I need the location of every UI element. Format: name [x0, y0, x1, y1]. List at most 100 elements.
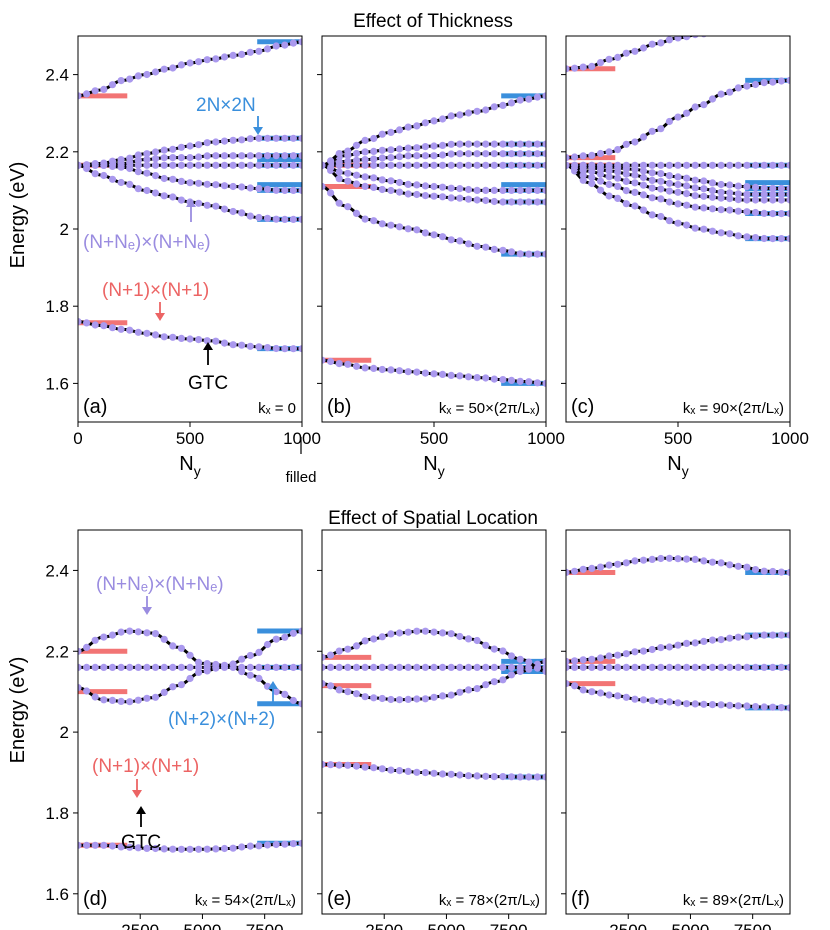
series-point-c-L5: [717, 180, 725, 189]
series-point-a-L7: [169, 64, 177, 72]
series-point-f-L3: [777, 631, 786, 639]
series-point-a-L6: [246, 135, 254, 143]
panel-label-a: (a): [83, 396, 107, 418]
series-point-e-L1: [516, 773, 524, 781]
series-point-c-L8: [769, 23, 776, 30]
series-point-b-L5: [533, 161, 542, 169]
series-point-f-L3: [726, 634, 734, 642]
series-point-d-L4: [143, 629, 151, 637]
series-point-c-L5: [726, 181, 734, 189]
series-point-f-L1: [734, 702, 742, 710]
series-point-a-L1: [169, 333, 177, 341]
series-point-d-L4: [229, 660, 237, 668]
series-point-d-L2: [298, 700, 302, 708]
series-point-c-L2: [648, 194, 656, 202]
series-point-e-L2: [473, 685, 481, 693]
series-point-b-L2: [439, 233, 447, 241]
series-point-a-L5: [186, 154, 194, 162]
series-point-c-L4: [700, 185, 708, 193]
series-point-b-L4: [370, 174, 378, 182]
panel-label-f: (f): [571, 888, 590, 910]
panel-label-c: (c): [571, 396, 594, 418]
series-point-c-L8: [691, 36, 699, 39]
series-point-b-L8: [516, 96, 524, 104]
series-point-a-L2: [91, 170, 99, 178]
series-point-d-L1: [108, 842, 117, 850]
series-point-b-L2: [482, 243, 490, 251]
series-point-f-L2: [743, 663, 751, 672]
series-point-f-L4: [726, 561, 734, 569]
series-point-e-L3: [404, 663, 412, 672]
series-point-c-L4: [751, 190, 760, 198]
series-point-a-L4: [246, 161, 254, 169]
series-point-b-L3: [473, 196, 481, 204]
plot-area-a: [78, 38, 302, 353]
series-point-c-L7: [708, 95, 717, 103]
series-point-f-L4: [631, 557, 639, 565]
series-point-f-L1: [769, 703, 777, 711]
ytick-label-a-1: 1.8: [45, 297, 69, 316]
series-point-f-L4: [743, 563, 751, 571]
series-point-e-L1: [404, 767, 412, 776]
series-point-e-L4: [499, 647, 507, 655]
series-point-a-L4: [169, 161, 177, 169]
series-point-b-L8: [430, 117, 438, 125]
series-point-f-L3: [683, 639, 691, 648]
series-point-d-L1: [195, 845, 203, 853]
series-point-d-L2: [177, 681, 185, 689]
series-point-f-L2: [786, 663, 790, 671]
series-point-e-L4: [525, 658, 533, 666]
series-point-c-L7: [665, 117, 674, 126]
series-point-d-L2: [117, 697, 125, 706]
series-point-a-L7: [281, 41, 289, 49]
series-point-b-L2: [447, 236, 455, 244]
series-point-b-L2: [430, 231, 438, 239]
series-point-c-L8: [648, 40, 656, 48]
series-point-c-L8: [726, 26, 733, 33]
series-point-c-L4: [743, 190, 751, 198]
series-point-b-L3: [344, 177, 352, 185]
series-point-f-L4: [777, 568, 786, 576]
series-point-a-L1: [134, 328, 142, 336]
series-point-b-L1: [387, 366, 395, 374]
series-point-a-L4: [177, 161, 185, 169]
series-point-d-L2: [186, 674, 194, 683]
series-point-a-L5: [151, 155, 160, 163]
series-point-c-L3: [743, 196, 751, 204]
series-point-c-L3: [657, 185, 665, 193]
series-point-a-L5: [177, 154, 185, 162]
series-point-a-L4: [229, 161, 237, 169]
series-point-c-L3: [639, 181, 648, 189]
series-point-c-L1: [639, 206, 648, 214]
series-point-a-L4: [220, 161, 229, 169]
series-point-c-L4: [622, 170, 630, 178]
series-point-f-L4: [717, 559, 725, 567]
series-point-b-L1: [499, 376, 507, 384]
series-point-c-L4: [760, 190, 768, 198]
annotation-n1-d: (N+1)×(N+1): [92, 756, 199, 777]
series-point-e-L4: [482, 641, 490, 649]
series-point-f-L4: [683, 555, 691, 563]
series-point-f-L1: [579, 686, 587, 694]
series-point-c-L1: [708, 227, 717, 235]
series-point-e-L4: [387, 630, 395, 638]
series-point-c-L6: [648, 161, 656, 169]
series-point-b-L4: [404, 180, 412, 188]
series-point-a-L7: [160, 65, 168, 73]
series-point-c-L3: [717, 194, 725, 202]
series-point-c-L5: [648, 169, 656, 177]
series-point-e-L4: [533, 664, 542, 672]
series-point-a-L7: [83, 90, 91, 98]
series-point-c-L1: [769, 235, 777, 243]
series-point-c-L6: [639, 161, 648, 169]
series-point-d-L3: [91, 663, 99, 672]
series-point-f-L1: [726, 701, 734, 710]
series-point-d-L3: [78, 663, 82, 671]
series-point-a-L2: [272, 215, 280, 223]
panel-label-d: (d): [83, 888, 107, 910]
series-point-b-L3: [525, 198, 533, 206]
series-point-d-L3: [298, 663, 302, 671]
series-point-e-L2: [507, 671, 516, 679]
series-point-b-L8: [447, 112, 455, 120]
series-point-a-L7: [91, 87, 99, 95]
